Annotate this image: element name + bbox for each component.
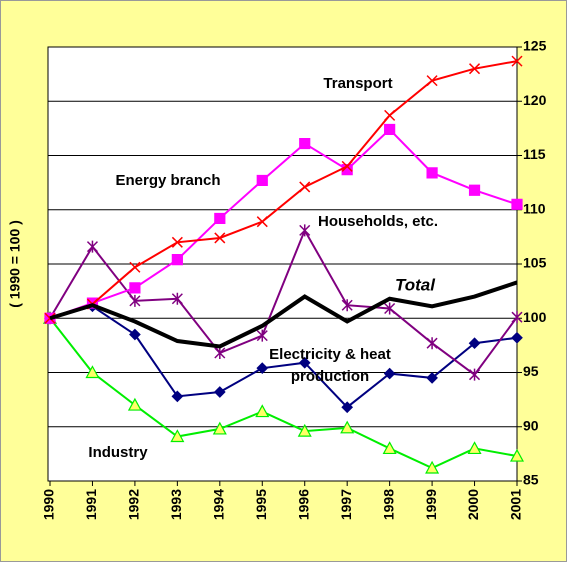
series-line xyxy=(49,305,518,409)
x-tick-label: 1997 xyxy=(338,489,354,520)
data-point xyxy=(511,198,523,210)
data-point xyxy=(214,212,226,225)
data-point xyxy=(511,55,523,67)
y-tick-label: 120 xyxy=(523,92,547,108)
data-point xyxy=(129,294,141,307)
series-line xyxy=(49,128,518,320)
x-tick-label: 1991 xyxy=(83,489,99,520)
series-line xyxy=(49,60,518,320)
data-point xyxy=(384,302,396,315)
data-point xyxy=(383,367,396,380)
y-tick-label: 95 xyxy=(523,363,539,379)
data-point xyxy=(129,261,141,273)
series-label-text: Electricity & heat production xyxy=(269,346,391,385)
data-point xyxy=(426,337,438,350)
x-tick-label: 2000 xyxy=(465,489,481,520)
data-point xyxy=(469,63,481,75)
data-point xyxy=(468,184,481,196)
data-point xyxy=(341,401,354,414)
data-point xyxy=(214,232,226,244)
data-point xyxy=(384,109,396,121)
data-point xyxy=(341,160,353,172)
y-tick-label: 90 xyxy=(523,417,539,433)
data-point xyxy=(171,236,183,248)
y-tick-label: 125 xyxy=(523,38,547,54)
data-point xyxy=(382,441,397,455)
x-tick-label: 1998 xyxy=(380,489,396,520)
x-tick-label: 2001 xyxy=(508,489,524,520)
data-point xyxy=(299,181,311,193)
y-tick-label: 110 xyxy=(523,200,546,216)
data-point xyxy=(511,331,523,344)
data-point xyxy=(468,337,481,350)
data-point xyxy=(171,292,183,305)
data-point xyxy=(384,123,396,136)
data-point xyxy=(299,137,311,150)
series-label: Energy branch xyxy=(115,172,220,189)
y-tick-label: 115 xyxy=(523,146,546,162)
data-point xyxy=(256,362,269,375)
y-tick-label: 100 xyxy=(523,309,547,325)
x-tick-label: 1994 xyxy=(211,489,227,520)
data-point xyxy=(256,216,268,228)
data-point xyxy=(212,421,227,435)
series-line xyxy=(49,228,518,377)
data-point xyxy=(256,329,268,342)
x-tick-label: 1999 xyxy=(423,489,439,520)
series-label: Households, etc. xyxy=(318,213,438,230)
data-point xyxy=(340,420,355,434)
data-point xyxy=(509,448,525,462)
y-tick-label: 85 xyxy=(523,472,539,488)
data-point xyxy=(341,299,353,312)
series-label: Transport xyxy=(323,75,392,92)
data-point xyxy=(299,224,311,237)
data-point xyxy=(426,75,438,87)
plot-border xyxy=(47,46,518,482)
series-label: Industry xyxy=(88,444,148,461)
series-line xyxy=(49,280,518,349)
data-point xyxy=(425,460,440,474)
data-point xyxy=(171,390,184,403)
data-point xyxy=(86,240,98,253)
data-point xyxy=(426,372,438,384)
data-point xyxy=(85,365,100,379)
x-tick-label: 1996 xyxy=(295,489,311,520)
data-point xyxy=(467,441,482,455)
data-point xyxy=(469,368,481,381)
y-axis-label: ( 1990 = 100 ) xyxy=(7,220,23,308)
series-label: Total xyxy=(395,275,436,294)
data-point xyxy=(426,167,438,179)
data-point xyxy=(127,397,142,411)
data-point xyxy=(297,423,312,437)
data-point xyxy=(214,346,226,359)
x-tick-label: 1995 xyxy=(253,489,269,520)
data-point xyxy=(511,311,523,324)
data-point xyxy=(255,404,270,418)
x-tick-label: 1993 xyxy=(168,489,184,520)
x-tick-label: 1992 xyxy=(126,489,142,520)
x-tick-label: 1990 xyxy=(41,489,57,520)
series-line xyxy=(49,317,518,470)
data-point xyxy=(213,386,226,398)
data-point xyxy=(256,174,268,187)
data-point xyxy=(298,356,311,369)
data-point xyxy=(129,282,141,294)
series-label: Electricity & heat production xyxy=(269,346,391,385)
y-tick-label: 105 xyxy=(523,255,547,271)
data-point xyxy=(171,254,183,266)
data-point xyxy=(170,429,185,443)
data-point xyxy=(129,328,141,341)
